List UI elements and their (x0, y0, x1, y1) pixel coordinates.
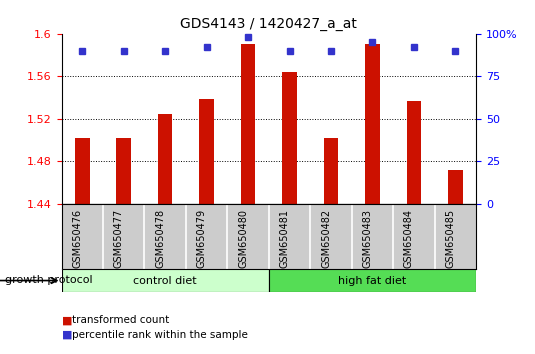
Text: transformed count: transformed count (72, 315, 170, 325)
Title: GDS4143 / 1420427_a_at: GDS4143 / 1420427_a_at (180, 17, 357, 31)
Bar (365, 44, 380, 204)
Text: GSM650478: GSM650478 (155, 209, 165, 268)
Bar (158, 114, 172, 204)
Text: GSM650479: GSM650479 (197, 209, 207, 268)
Bar (241, 44, 255, 204)
Text: ■: ■ (62, 330, 72, 339)
Bar (75, 138, 89, 204)
Bar (407, 101, 421, 204)
Bar (282, 72, 297, 204)
Text: GSM650476: GSM650476 (72, 209, 82, 268)
Text: GSM650482: GSM650482 (321, 209, 331, 268)
Bar (269, 269, 476, 292)
Text: GSM650480: GSM650480 (238, 209, 248, 268)
Text: GSM650481: GSM650481 (280, 209, 289, 268)
Bar (200, 99, 214, 204)
Bar (117, 138, 131, 204)
Bar (448, 170, 463, 204)
Text: GSM650477: GSM650477 (114, 209, 124, 268)
Text: percentile rank within the sample: percentile rank within the sample (72, 330, 248, 339)
Bar (62, 269, 269, 292)
Text: high fat diet: high fat diet (338, 275, 407, 286)
Bar (324, 138, 338, 204)
Text: growth protocol: growth protocol (5, 275, 93, 285)
Text: GSM650484: GSM650484 (404, 209, 414, 268)
Text: GSM650483: GSM650483 (363, 209, 372, 268)
Text: ■: ■ (62, 315, 72, 325)
Text: GSM650485: GSM650485 (446, 209, 455, 268)
Text: control diet: control diet (133, 275, 197, 286)
